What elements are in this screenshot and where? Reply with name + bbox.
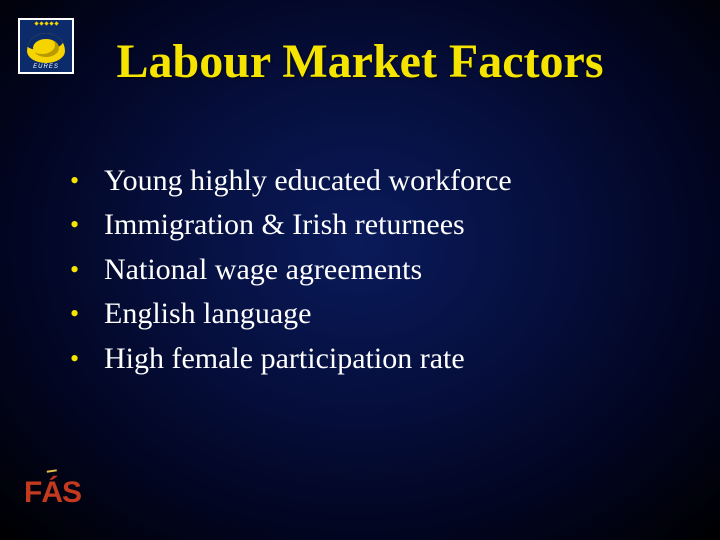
bullet-text: National wage agreements — [104, 251, 422, 289]
list-item: • Immigration & Irish returnees — [70, 206, 660, 244]
bullet-text: High female participation rate — [104, 340, 465, 378]
bullet-marker-icon: • — [70, 342, 104, 375]
fas-letter-a-accent: Á — [41, 476, 62, 510]
eures-stars — [22, 22, 70, 31]
bullet-text: Immigration & Irish returnees — [104, 206, 465, 244]
bullet-marker-icon: • — [70, 164, 104, 197]
fas-letter-s: S — [62, 476, 81, 510]
bullet-list: • Young highly educated workforce • Immi… — [70, 162, 660, 384]
list-item: • High female participation rate — [70, 340, 660, 378]
slide-title: Labour Market Factors — [0, 34, 720, 89]
bullet-marker-icon: • — [70, 208, 104, 241]
bullet-marker-icon: • — [70, 253, 104, 286]
fas-letter-f: F — [24, 476, 41, 510]
fas-logo: FÁS — [24, 476, 81, 510]
list-item: • English language — [70, 295, 660, 333]
bullet-marker-icon: • — [70, 297, 104, 330]
list-item: • National wage agreements — [70, 251, 660, 289]
bullet-text: English language — [104, 295, 311, 333]
list-item: • Young highly educated workforce — [70, 162, 660, 200]
bullet-text: Young highly educated workforce — [104, 162, 512, 200]
